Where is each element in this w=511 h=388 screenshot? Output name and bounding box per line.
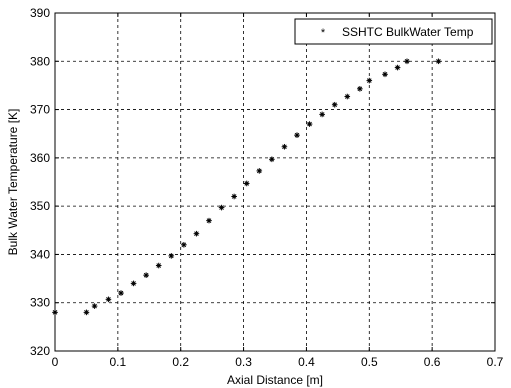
x-tick-label: 0.4 (298, 355, 315, 369)
x-tick-label: 0.1 (110, 355, 127, 369)
legend-box (294, 18, 493, 45)
data-point (357, 86, 363, 92)
y-tick-label: 390 (30, 6, 50, 20)
data-point (366, 77, 373, 84)
data-point (306, 121, 313, 127)
data-point (193, 230, 200, 237)
data-point (269, 156, 275, 163)
data-point (168, 253, 175, 259)
data-point (243, 180, 250, 187)
y-axis-label: Bulk Water Temperature [K] (6, 109, 20, 256)
data-point (130, 280, 137, 287)
data-point (155, 262, 162, 269)
legend: * SSHTC BulkWater Temp (294, 18, 493, 45)
axis-ticks: 0 0.1 0.2 0.3 0.4 0.5 0.6 0.7 320 330 340 350 360 370… (30, 6, 504, 369)
data-point (231, 193, 237, 200)
x-tick-label: 0.6 (424, 355, 441, 369)
x-tick-label: 0.7 (487, 355, 504, 369)
legend-series-label: SSHTC BulkWater Temp (342, 25, 474, 39)
data-point (105, 296, 112, 303)
y-tick-label: 320 (30, 344, 50, 358)
data-point (91, 303, 98, 309)
plot-background (55, 13, 495, 351)
data-point (382, 71, 388, 78)
data-points (52, 58, 442, 316)
data-point (206, 217, 212, 224)
data-point (435, 58, 442, 65)
plot-frame (54, 12, 496, 352)
data-point (294, 132, 300, 138)
x-tick-label: 0.5 (361, 355, 378, 369)
x-tick-label: 0.2 (172, 355, 189, 369)
x-tick-label: 0 (52, 355, 59, 369)
data-point (256, 168, 263, 174)
y-tick-label: 340 (30, 247, 50, 261)
data-point (181, 241, 187, 248)
data-point (218, 204, 225, 211)
y-tick-label: 370 (30, 103, 50, 117)
data-point (118, 290, 124, 296)
data-point (143, 272, 149, 278)
data-point (281, 143, 288, 150)
data-point (83, 309, 90, 316)
x-axis-label: Axial Distance [m] (227, 373, 323, 387)
x-tick-label: 0.3 (235, 355, 252, 369)
y-tick-label: 350 (30, 199, 50, 213)
data-point (331, 101, 338, 108)
data-point (394, 64, 401, 71)
grid-lines (55, 13, 495, 351)
legend-marker-star-icon: * (321, 27, 326, 39)
data-point (319, 111, 325, 118)
data-point (404, 58, 410, 65)
y-tick-label: 360 (30, 151, 50, 165)
y-tick-label: 330 (30, 296, 50, 310)
y-tick-label: 380 (30, 54, 50, 68)
data-point (344, 93, 351, 100)
